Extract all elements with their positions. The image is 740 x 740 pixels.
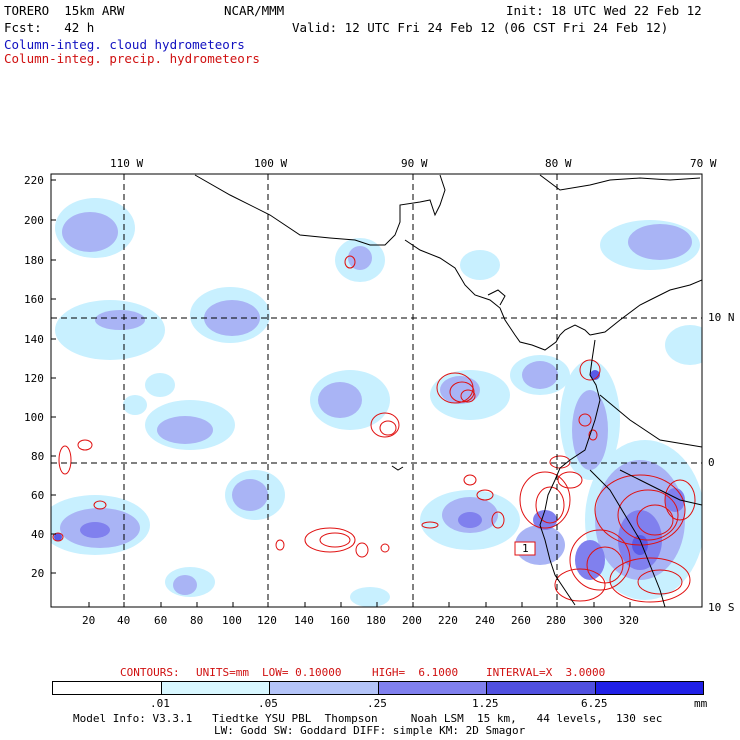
x-tick-label: 240	[475, 614, 495, 627]
lon-label: 110 W	[110, 157, 144, 170]
lat-label: 10 S	[708, 601, 735, 614]
x-tick-label: 320	[619, 614, 639, 627]
contour-label-box	[514, 541, 536, 556]
org-label: NCAR/MMM	[224, 3, 285, 18]
contours-interval: INTERVAL=X 3.0000	[486, 666, 606, 679]
y-tick-label: 180	[24, 254, 44, 267]
colorbar-label: 6.25	[581, 697, 608, 710]
x-tick-label: 80	[190, 614, 204, 627]
lon-label: 70 W	[690, 157, 717, 170]
forecast-hour: Fcst: 42 h	[4, 20, 95, 35]
y-tick-label: 20	[31, 567, 45, 580]
x-tick-label: 140	[294, 614, 314, 627]
cloud-hydrometeor-field	[51, 198, 702, 607]
y-tick-label: 120	[24, 372, 44, 385]
y-tick-label: 100	[24, 411, 44, 424]
colorbar-bin	[487, 682, 596, 694]
colorbar-bin	[53, 682, 162, 694]
colorbar-bin	[595, 682, 703, 694]
contours-title: CONTOURS:	[120, 666, 180, 679]
colorbar-unit: mm	[694, 697, 708, 710]
lon-label: 90 W	[401, 157, 428, 170]
axis-ticks	[51, 179, 631, 607]
y-tick-label: 80	[31, 450, 45, 463]
graticule	[51, 174, 702, 607]
x-tick-label: 280	[546, 614, 566, 627]
coastlines	[194, 174, 702, 607]
valid-time: Valid: 12 UTC Fri 24 Feb 12 (06 CST Fri …	[292, 20, 669, 35]
contour-value-label: 1	[522, 542, 529, 555]
lat-label: 10 N	[708, 311, 735, 324]
colorbar-bin	[270, 682, 379, 694]
colorbar	[52, 681, 704, 695]
x-tick-label: 60	[154, 614, 168, 627]
contours-units: UNITS=mm	[196, 666, 249, 679]
x-tick-label: 100	[222, 614, 242, 627]
y-tick-label: 60	[31, 489, 45, 502]
x-tick-label: 220	[438, 614, 458, 627]
map-plot-area	[51, 174, 702, 607]
lon-label: 100 W	[254, 157, 288, 170]
lat-label: 0	[708, 456, 715, 469]
y-tick-label: 220	[24, 174, 44, 187]
colorbar-label: .25	[367, 697, 387, 710]
lon-label: 80 W	[545, 157, 572, 170]
x-tick-label: 120	[257, 614, 277, 627]
y-tick-label: 160	[24, 293, 44, 306]
x-tick-label: 260	[511, 614, 531, 627]
contours-low: LOW= 0.10000	[262, 666, 342, 679]
init-time: Init: 18 UTC Wed 22 Feb 12	[506, 3, 702, 18]
contours-high: HIGH= 6.1000	[372, 666, 459, 679]
colorbar-label: 1.25	[472, 697, 499, 710]
y-tick-label: 40	[31, 528, 45, 541]
x-tick-label: 40	[117, 614, 131, 627]
x-tick-label: 20	[82, 614, 96, 627]
y-tick-label: 140	[24, 333, 44, 346]
colorbar-bin	[161, 682, 270, 694]
colorbar-label: .01	[150, 697, 170, 710]
colorbar-bin	[378, 682, 487, 694]
colorbar-label: .05	[258, 697, 278, 710]
model-info-line1: Model Info: V3.3.1 Tiedtke YSU PBL Thomp…	[73, 712, 663, 725]
x-tick-label: 300	[583, 614, 603, 627]
y-tick-label: 200	[24, 214, 44, 227]
field-cloud-label: Column-integ. cloud hydrometeors	[4, 37, 245, 52]
x-tick-label: 200	[402, 614, 422, 627]
x-tick-label: 180	[366, 614, 386, 627]
x-tick-label: 160	[330, 614, 350, 627]
model-title: TORERO 15km ARW	[4, 3, 125, 18]
model-info-line2: LW: Godd SW: Goddard DIFF: simple KM: 2D…	[214, 724, 526, 737]
field-precip-label: Column-integ. precip. hydrometeors	[4, 51, 260, 66]
